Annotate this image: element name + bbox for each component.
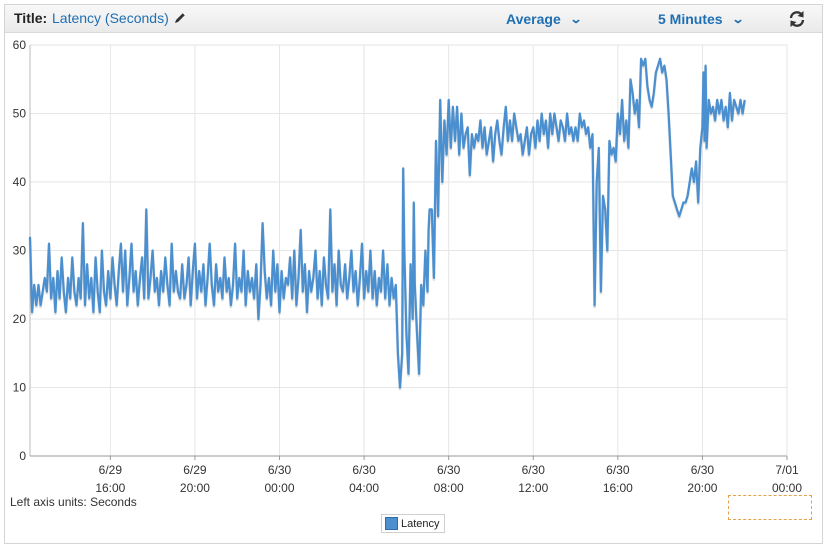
chevron-down-icon: ⌄ [731,12,745,26]
title-value[interactable]: Latency (Seconds) [52,10,169,26]
y-tick-label: 30 [13,244,27,258]
x-tick-label: 16:00 [603,481,633,495]
x-tick-label: 6/29 [99,463,123,477]
x-tick-label: 16:00 [95,481,125,495]
x-tick-label: 6/30 [691,463,715,477]
chevron-down-icon: ⌄ [569,12,583,26]
axis-units: Left axis units: Seconds [10,495,137,509]
refresh-icon[interactable] [787,9,807,29]
legend-label: Latency [401,517,440,530]
period-value: 5 Minutes [658,11,723,27]
x-tick-label: 6/29 [183,463,207,477]
x-tick-label: 6/30 [522,463,546,477]
statistic-value: Average [506,11,561,27]
x-tick-label: 6/30 [606,463,630,477]
series-line-latency [28,57,746,389]
axis-units-value: Seconds [90,495,137,509]
x-tick-label: 20:00 [180,481,210,495]
chart-header: Title: Latency (Seconds) Average ⌄ 5 Minu… [5,5,822,33]
x-tick-label: 6/30 [268,463,292,477]
y-tick-label: 10 [13,381,27,395]
x-tick-label: 6/30 [352,463,376,477]
pencil-icon[interactable] [173,11,187,25]
title-label: Title: [14,10,48,26]
x-tick-label: 08:00 [434,481,464,495]
y-tick-label: 40 [13,175,27,189]
zoom-selection-box[interactable] [728,495,812,520]
x-tick-label: 6/30 [437,463,461,477]
legend-item[interactable]: Latency [381,514,445,533]
x-tick-label: 12:00 [518,481,548,495]
x-tick-label: 20:00 [687,481,717,495]
x-tick-label: 04:00 [349,481,379,495]
y-tick-label: 0 [19,449,26,463]
statistic-dropdown[interactable]: Average ⌄ [506,11,583,27]
period-dropdown[interactable]: 5 Minutes ⌄ [658,11,745,27]
axis-units-label: Left axis units: [10,495,87,509]
x-tick-label: 00:00 [772,481,802,495]
legend-swatch [385,517,398,530]
y-tick-label: 60 [13,38,27,52]
y-tick-label: 50 [13,107,27,121]
x-tick-label: 00:00 [264,481,294,495]
y-tick-label: 20 [13,312,27,326]
x-tick-label: 7/01 [775,463,799,477]
